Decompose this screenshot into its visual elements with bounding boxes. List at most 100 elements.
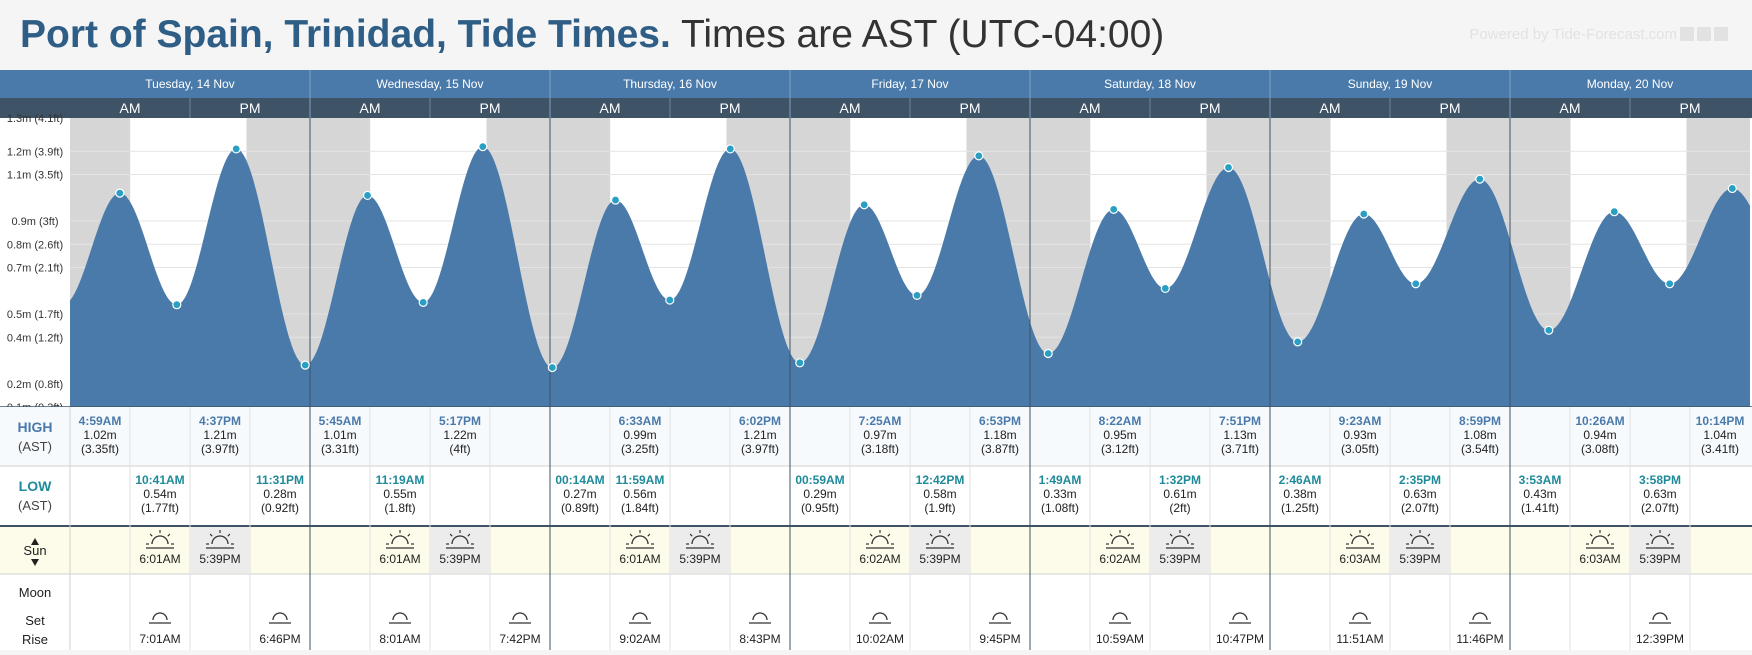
y-tick-label: 0.5m (1.7ft) (7, 309, 63, 321)
sun-ray-icon (1409, 533, 1413, 537)
low-tide-time: 11:19AM (376, 473, 425, 487)
low-tide-marker[interactable] (1411, 279, 1421, 289)
high-tide-time: 10:26AM (1575, 414, 1624, 428)
high-label: HIGH (18, 419, 53, 435)
high-tide-marker[interactable] (231, 144, 241, 154)
sunset-icon (1171, 535, 1189, 545)
sunrise-icon (1351, 535, 1369, 545)
high-tide-marker[interactable] (478, 141, 488, 152)
low-tide-marker[interactable] (665, 295, 675, 305)
high-tide-feet: (3.87ft) (981, 442, 1019, 456)
high-tide-meters: 1.04m (1703, 428, 1736, 442)
y-tick-label: 0.2m (0.8ft) (7, 379, 63, 391)
moon-set-label: Set (25, 613, 45, 628)
low-tide-marker[interactable] (1160, 283, 1170, 294)
high-tide-meters: 0.94m (1583, 428, 1616, 442)
high-tide-feet: (3.41ft) (1701, 442, 1739, 456)
sun-ray-icon (149, 533, 153, 537)
tide-area (70, 146, 1750, 407)
sun-ray-icon (629, 533, 633, 537)
moon-label: Moon (19, 585, 52, 600)
low-tide-time: 1:32PM (1159, 473, 1201, 487)
high-tide-meters: 1.18m (983, 428, 1016, 442)
low-tide-time: 11:31PM (256, 473, 304, 487)
y-tick-label: 0.7m (2.1ft) (7, 263, 63, 275)
high-tide-marker[interactable] (1109, 204, 1119, 214)
low-tide-marker[interactable] (547, 362, 557, 373)
moon-row (0, 574, 1752, 650)
high-tide-marker[interactable] (974, 151, 984, 161)
low-tide-marker[interactable] (300, 360, 310, 370)
high-tide-marker[interactable] (859, 200, 869, 210)
day-label: Sunday, 19 Nov (1348, 77, 1433, 91)
low-tide-meters: 0.63m (1403, 487, 1436, 501)
sunrise-icon (1111, 535, 1129, 545)
high-tide-marker[interactable] (1475, 174, 1485, 184)
page-title: Port of Spain, Trinidad, Tide Times. Tim… (20, 10, 1164, 60)
moonrise-time: 8:01AM (379, 632, 420, 646)
moonset-time: 9:45PM (979, 632, 1020, 646)
moon-icon (992, 612, 1008, 621)
high-tide-marker[interactable] (115, 188, 125, 198)
low-tide-marker[interactable] (1544, 325, 1554, 335)
social-icon[interactable] (1714, 27, 1728, 41)
high-tide-time: 7:51PM (1219, 414, 1261, 428)
social-icon[interactable] (1680, 27, 1694, 41)
moon-icon (1112, 612, 1128, 621)
low-tide-marker[interactable] (1293, 337, 1303, 347)
high-tide-marker[interactable] (1223, 162, 1234, 173)
low-tide-time: 00:14AM (555, 473, 604, 487)
moon-rise-label: Rise (22, 632, 48, 647)
low-tide-marker[interactable] (172, 300, 182, 310)
low-tide-marker[interactable] (912, 290, 922, 300)
high-tide-marker[interactable] (610, 195, 621, 205)
low-tide-time: 3:58PM (1639, 473, 1681, 487)
pm-label: PM (1200, 100, 1221, 116)
tide-grid: Tuesday, 14 Nov AM PM Wednesday, 15 Nov AM PM… (0, 70, 1752, 650)
low-tide-meters: 0.54m (143, 487, 176, 501)
low-tide-marker[interactable] (795, 358, 805, 368)
high-tide-marker[interactable] (1359, 209, 1369, 219)
high-tide-marker[interactable] (362, 190, 373, 201)
high-tide-feet: (3.54ft) (1461, 442, 1499, 456)
high-tide-feet: (3.97ft) (741, 442, 779, 456)
high-tide-marker[interactable] (1609, 207, 1619, 217)
low-tide-feet: (0.89ft) (561, 501, 599, 515)
high-tide-meters: 0.95m (1103, 428, 1136, 442)
moon-icon (392, 612, 408, 621)
high-tide-time: 6:02PM (739, 414, 781, 428)
sunset-icon (691, 535, 709, 545)
sun-ray-icon (947, 533, 951, 537)
moonrise-time: 10:59AM (1096, 632, 1144, 646)
low-tide-feet: (0.92ft) (261, 501, 299, 515)
low-tide-feet: (1.25ft) (1281, 501, 1319, 515)
pm-label: PM (720, 100, 741, 116)
moon-icon (632, 612, 648, 621)
low-tide-marker[interactable] (418, 297, 428, 307)
pm-label: PM (240, 100, 261, 116)
sunrise-time: 6:01AM (619, 552, 660, 566)
sunrise-icon (1591, 535, 1609, 545)
day-label: Friday, 17 Nov (871, 77, 948, 91)
am-label: AM (600, 100, 621, 116)
social-icon[interactable] (1697, 27, 1711, 41)
high-tide-marker[interactable] (1727, 183, 1737, 194)
powered-by[interactable]: Powered by Tide-Forecast.com (1469, 26, 1728, 43)
am-label: AM (1320, 100, 1341, 116)
low-row (0, 466, 1752, 526)
low-tide-meters: 0.55m (383, 487, 416, 501)
sunset-time: 5:39PM (1399, 552, 1440, 566)
moonrise-time: 9:02AM (619, 632, 660, 646)
low-tide-marker[interactable] (1665, 279, 1675, 289)
high-tide-marker[interactable] (725, 144, 735, 154)
moonset-time: 11:46PM (1456, 632, 1503, 646)
low-tide-time: 11:59AM (616, 473, 665, 487)
sunrise-time: 6:02AM (859, 552, 900, 566)
moonrise-time: 11:51AM (1336, 632, 1383, 646)
sunset-cell (1150, 527, 1210, 573)
low-tide-marker[interactable] (1043, 348, 1053, 359)
high-row (0, 407, 1752, 466)
sunrise-icon (631, 535, 649, 545)
pm-label: PM (480, 100, 501, 116)
high-tide-time: 7:25AM (859, 414, 902, 428)
